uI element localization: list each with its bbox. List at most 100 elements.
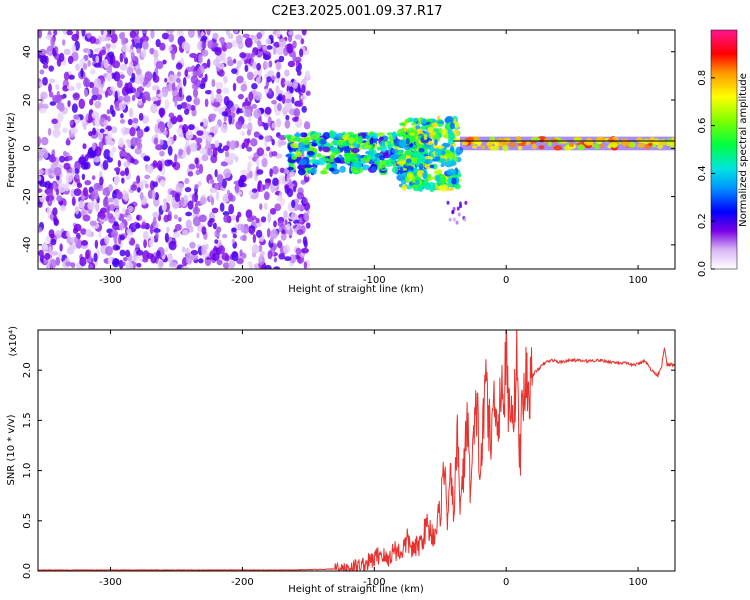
- heatmap-cell: [312, 159, 321, 166]
- heatmap-cell: [111, 109, 116, 118]
- heatmap-cell: [40, 136, 49, 146]
- heatmap-cell: [216, 88, 222, 95]
- heatmap-cell: [93, 62, 102, 68]
- heatmap-cell: [273, 266, 281, 269]
- heatmap-cell: [103, 36, 112, 42]
- heatmap-cell: [278, 174, 286, 185]
- heatmap-cell: [424, 178, 429, 183]
- heatmap-cell: [447, 138, 455, 145]
- heatmap-cell: [251, 188, 258, 193]
- heatmap-cell: [56, 195, 63, 202]
- heatmap-cell: [40, 54, 48, 65]
- heatmap-cell: [88, 130, 93, 137]
- heatmap-cell: [275, 45, 284, 56]
- heatmap-cell: [212, 147, 218, 158]
- heatmap-cell: [284, 219, 288, 226]
- heatmap-cell: [278, 253, 286, 260]
- heatmap-cell: [62, 150, 67, 157]
- y-tick-label: 0.0: [22, 563, 33, 579]
- heatmap-cell: [273, 257, 278, 263]
- heatmap-cell: [141, 35, 149, 43]
- heatmap-cell: [412, 144, 417, 151]
- heatmap-cell: [134, 147, 142, 155]
- heatmap-cell: [66, 30, 73, 36]
- heatmap-cell: [437, 120, 444, 125]
- heatmap-cell: [104, 235, 110, 245]
- heatmap-cell: [232, 233, 237, 239]
- heatmap-cell: [322, 158, 329, 162]
- heatmap-cell: [296, 229, 304, 236]
- heatmap-cell: [515, 139, 523, 144]
- heatmap-cell: [240, 83, 248, 92]
- heatmap-cell: [80, 228, 87, 235]
- heatmap-cell: [224, 150, 230, 158]
- heatmap-cell: [94, 78, 102, 89]
- heatmap-cell: [296, 69, 302, 76]
- heatmap-cell: [444, 115, 454, 124]
- heatmap-cell: [126, 214, 133, 222]
- heatmap-cell: [418, 163, 424, 171]
- heatmap-cell: [214, 124, 220, 131]
- heatmap-cell: [397, 171, 408, 178]
- heatmap-cell: [287, 166, 294, 171]
- heatmap-cell: [241, 106, 246, 112]
- y-tick-label: 20: [22, 94, 33, 107]
- heatmap-cell: [134, 42, 143, 50]
- heatmap-cell: [322, 132, 331, 140]
- heatmap-cell: [305, 90, 311, 96]
- heatmap-cell: [127, 232, 131, 242]
- heatmap-cell: [256, 147, 265, 157]
- heatmap-cell: [343, 152, 352, 159]
- heatmap-cell: [285, 153, 293, 158]
- heatmap-cell: [149, 47, 155, 55]
- heatmap-cell: [46, 189, 54, 198]
- heatmap-cell: [114, 208, 120, 220]
- heatmap-cell: [233, 58, 237, 64]
- heatmap-cell: [90, 68, 96, 75]
- heatmap-cell: [99, 128, 105, 134]
- heatmap-cell: [121, 36, 125, 46]
- heatmap-cell: [196, 130, 204, 136]
- heatmap-cell: [222, 262, 230, 269]
- heatmap-cell: [246, 146, 253, 152]
- heatmap-cell: [206, 30, 211, 36]
- heatmap-cell: [266, 45, 273, 50]
- heatmap-cell: [128, 61, 134, 68]
- heatmap-cell: [199, 83, 206, 90]
- heatmap-cell: [83, 122, 87, 131]
- heatmap-cell: [159, 123, 165, 133]
- heatmap-cell: [251, 244, 260, 254]
- spectrogram-y-ticks: -40 -20 0 20 40: [22, 45, 675, 253]
- heatmap-cell: [71, 44, 76, 53]
- heatmap-cell: [215, 190, 220, 201]
- heatmap-cell: [94, 100, 102, 109]
- heatmap-cell: [67, 155, 73, 161]
- heatmap-cell: [284, 184, 290, 190]
- heatmap-cell: [184, 186, 192, 193]
- heatmap-cell: [62, 30, 68, 35]
- heatmap-cell: [91, 127, 97, 136]
- heatmap-cell: [124, 57, 129, 65]
- heatmap-cell: [199, 147, 207, 155]
- heatmap-cell: [608, 142, 619, 148]
- heatmap-cell: [277, 93, 283, 102]
- heatmap-cell: [102, 197, 109, 208]
- heatmap-cell: [144, 174, 150, 180]
- heatmap-cell: [59, 243, 63, 252]
- heatmap-cell: [92, 141, 96, 151]
- heatmap-cell: [293, 133, 302, 137]
- heatmap-cell: [110, 229, 119, 238]
- heatmap-cell: [228, 192, 234, 201]
- heatmap-cell: [252, 61, 257, 70]
- heatmap-cell: [404, 150, 412, 156]
- heatmap-cell: [235, 34, 243, 45]
- heatmap-cell: [164, 98, 170, 110]
- heatmap-cell: [249, 263, 253, 269]
- heatmap-cell: [100, 30, 104, 36]
- heatmap-cell: [399, 122, 406, 126]
- heatmap-cell: [174, 153, 178, 164]
- heatmap-cell: [54, 95, 62, 104]
- heatmap-cell: [155, 232, 159, 239]
- heatmap-cell: [152, 197, 160, 207]
- heatmap-cell: [63, 48, 71, 56]
